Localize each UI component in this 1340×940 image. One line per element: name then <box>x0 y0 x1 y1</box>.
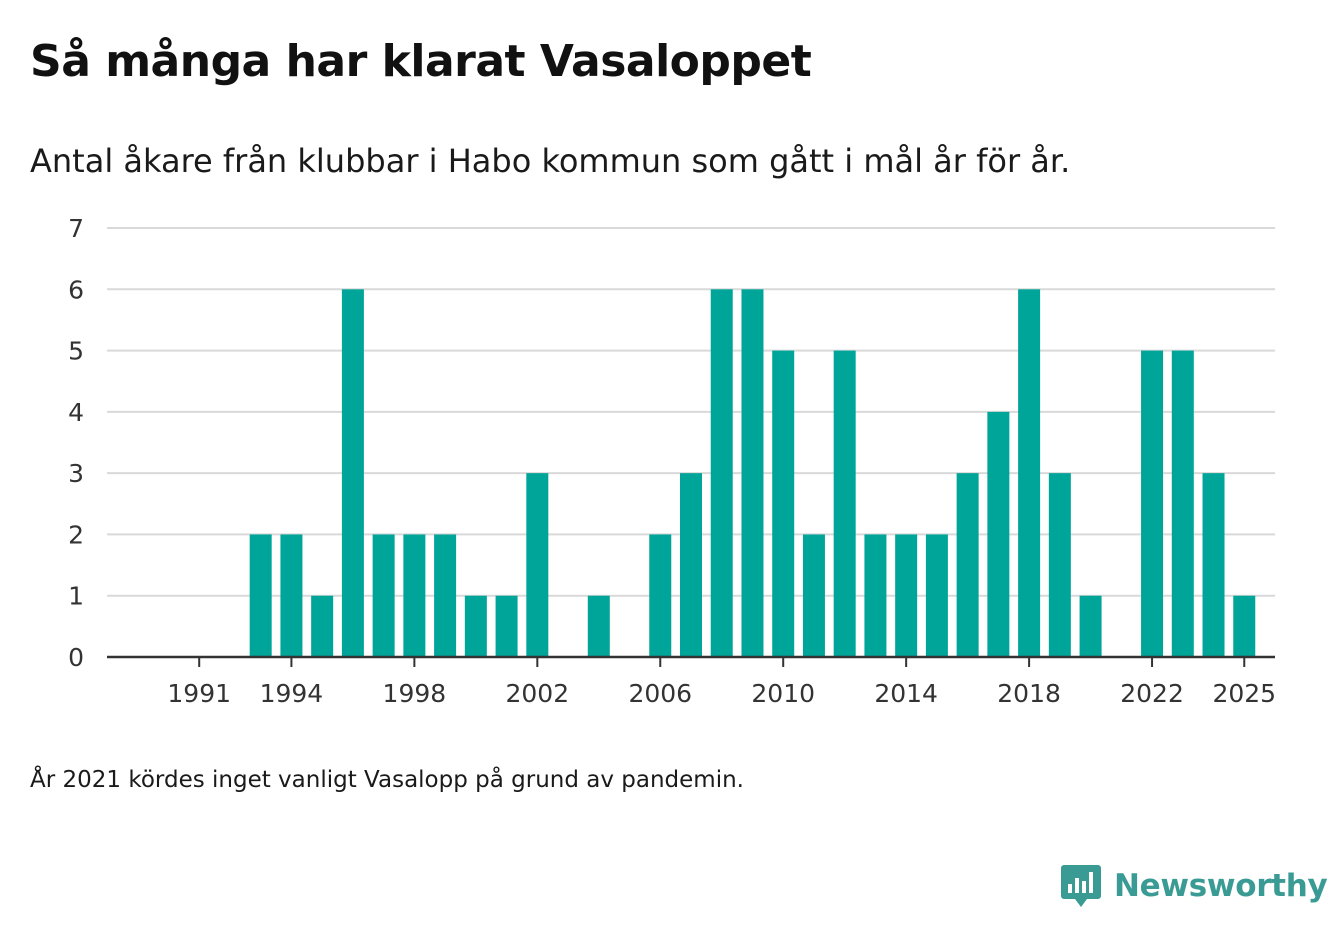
bar-2011 <box>802 534 825 657</box>
x-tick-labels: 1991 1994 1998 2002 2006 2010 2014 2018 2022 2025 <box>167 679 1276 708</box>
x-tick-label-1994: 1994 <box>260 679 324 708</box>
bar-1998 <box>403 534 426 657</box>
bar-2004 <box>587 595 610 657</box>
y-tick-label-0: 0 <box>68 643 84 672</box>
bar-2025 <box>1233 595 1256 657</box>
bar-2023 <box>1171 350 1194 657</box>
bar-2014 <box>895 534 918 657</box>
bar-1995 <box>311 595 334 657</box>
x-tick-label-2002: 2002 <box>506 679 570 708</box>
bar-2008 <box>710 289 733 657</box>
bar-2020 <box>1079 595 1102 657</box>
y-tick-label-7: 7 <box>68 214 84 243</box>
bar-1999 <box>434 534 457 657</box>
y-tick-label-2: 2 <box>68 520 84 549</box>
bar-2010 <box>772 350 795 657</box>
x-tick-label-2018: 2018 <box>997 679 1061 708</box>
bar-1993 <box>249 534 272 657</box>
bar-2016 <box>956 473 979 657</box>
x-tick-label-2014: 2014 <box>874 679 938 708</box>
bar-2013 <box>864 534 887 657</box>
x-tick-label-2022: 2022 <box>1120 679 1184 708</box>
x-axis <box>107 655 1275 667</box>
bar-chart: 0 1 2 3 4 5 6 7 1991 1994 1998 2002 2006 2010 2014 201… <box>68 214 1276 708</box>
x-tick-label-1998: 1998 <box>383 679 447 708</box>
x-tick-label-2010: 2010 <box>751 679 815 708</box>
chart-subtitle: Antal åkare från klubbar i Habo kommun s… <box>30 142 1071 180</box>
y-tick-label-1: 1 <box>68 582 84 611</box>
bar-2015 <box>925 534 948 657</box>
y-tick-label-6: 6 <box>68 275 84 304</box>
brand-logo[interactable]: Newsworthy <box>1060 861 1328 911</box>
bar-2018 <box>1018 289 1041 657</box>
y-tick-labels: 0 1 2 3 4 5 6 7 <box>68 214 84 672</box>
bar-2019 <box>1048 473 1071 657</box>
newsworthy-logo-icon <box>1061 865 1101 907</box>
y-tick-label-4: 4 <box>68 398 84 427</box>
bar-2009 <box>741 289 764 657</box>
bar-1996 <box>341 289 364 657</box>
bar-1994 <box>280 534 303 657</box>
bar-2001 <box>495 595 518 657</box>
bar-2000 <box>464 595 487 657</box>
bar-2002 <box>526 473 549 657</box>
bar-2012 <box>833 350 856 657</box>
bar-2022 <box>1141 350 1164 657</box>
y-tick-label-3: 3 <box>68 459 84 488</box>
bar-1997 <box>372 534 395 657</box>
x-tick-label-1991: 1991 <box>167 679 231 708</box>
y-tick-label-5: 5 <box>68 337 84 366</box>
brand-name: Newsworthy <box>1114 868 1328 904</box>
bar-2006 <box>649 534 672 657</box>
bar-2017 <box>987 411 1010 657</box>
x-tick-label-2025: 2025 <box>1212 679 1276 708</box>
bars <box>249 289 1256 657</box>
chart-title: Så många har klarat Vasaloppet <box>30 36 812 87</box>
chart-footnote: År 2021 kördes inget vanligt Vasalopp på… <box>30 767 744 793</box>
bar-2007 <box>680 473 702 657</box>
bar-2024 <box>1202 473 1225 657</box>
x-tick-label-2006: 2006 <box>628 679 692 708</box>
